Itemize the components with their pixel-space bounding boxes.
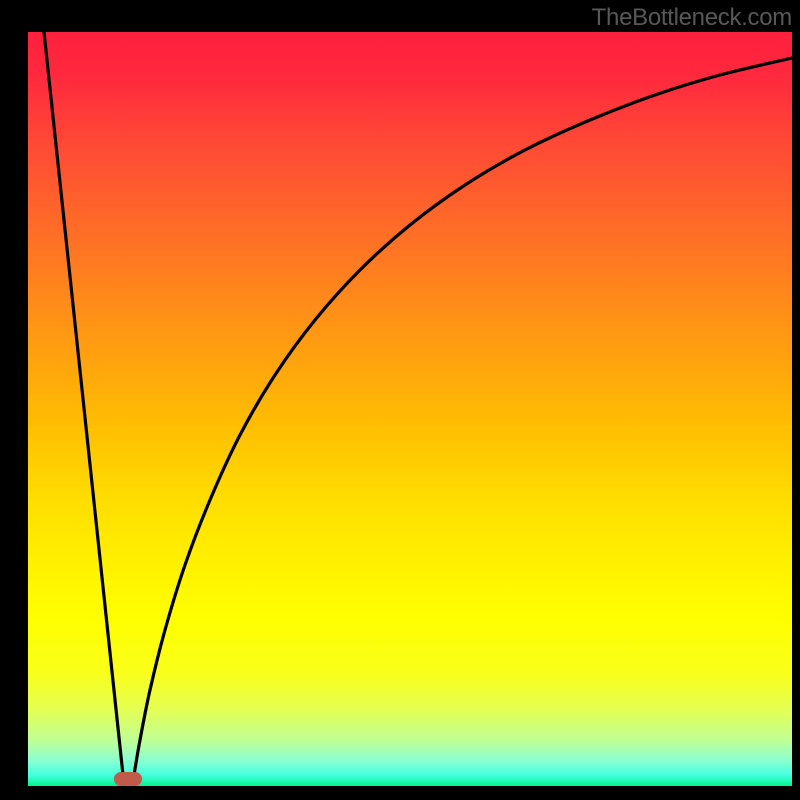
plot-area [28,32,792,786]
chart-container: { "watermark": { "text": "TheBottleneck.… [0,0,800,800]
optimal-marker [114,772,142,786]
bottleneck-chart [0,0,800,800]
watermark-text: TheBottleneck.com [592,4,792,32]
